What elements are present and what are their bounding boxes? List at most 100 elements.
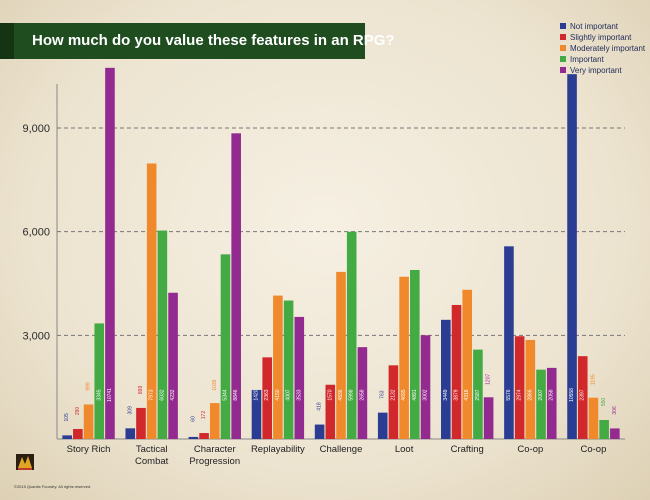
bar [410, 269, 420, 439]
data-label: 763 [380, 390, 386, 399]
data-label: 418 [317, 402, 323, 411]
data-label: 2397 [580, 389, 586, 400]
bar [294, 316, 305, 439]
publisher-logo-icon [16, 454, 34, 470]
bar [83, 404, 94, 439]
x-tick-label: Co-op [517, 444, 543, 455]
x-tick-label: Challenge [320, 444, 363, 455]
legend-swatch-slightly-important [560, 34, 566, 40]
data-label: 1039 [212, 379, 218, 390]
legend-label: Important [570, 55, 604, 64]
data-label: 5998 [349, 389, 355, 400]
bar [94, 323, 105, 439]
bar [105, 67, 115, 439]
data-label: 10741 [107, 388, 113, 402]
data-label: 550 [601, 398, 607, 407]
x-tick-label: Story Rich [67, 444, 111, 455]
bar [451, 304, 462, 439]
data-label: 4007 [286, 389, 292, 400]
data-label: 1207 [486, 374, 492, 385]
data-label: 2587 [475, 389, 481, 400]
legend-swatch-moderately-important [560, 45, 566, 51]
bar [283, 300, 294, 439]
data-label: 290 [75, 407, 81, 416]
legend-swatch-very-important [560, 67, 566, 73]
data-label: 6032 [159, 389, 165, 400]
bar [346, 231, 357, 439]
bar [536, 369, 546, 439]
bar [273, 295, 283, 439]
data-label: 306 [612, 406, 618, 415]
y-tick-label: 3,000 [22, 330, 50, 342]
bar [588, 397, 599, 439]
bar [157, 230, 168, 439]
bar [220, 254, 231, 439]
bar [388, 365, 399, 439]
data-label: 3533 [296, 389, 302, 400]
bar [136, 407, 146, 439]
bar [420, 335, 431, 439]
bar [599, 419, 609, 439]
chart-title: How much do you value these features in … [32, 32, 395, 49]
x-tick-label: Co-op [581, 444, 607, 455]
legend-label: Very important [570, 66, 622, 75]
bar [610, 428, 620, 439]
bar [146, 163, 157, 439]
data-label: 4891 [412, 389, 418, 400]
data-label: 4695 [401, 389, 407, 400]
bar [209, 403, 220, 439]
x-tick-label: Crafting [451, 444, 484, 455]
data-label: 5576 [506, 389, 512, 400]
data-label: 3879 [454, 389, 460, 400]
bar [168, 292, 178, 439]
data-label: 60 [190, 416, 196, 422]
data-label: 105 [64, 413, 70, 422]
data-label: 2007 [538, 389, 544, 400]
bar [546, 367, 557, 439]
x-tick-label: Replayability [251, 444, 305, 455]
x-tick-label: Character [194, 444, 236, 455]
data-label: 1420 [253, 389, 259, 400]
data-label: 2363 [264, 389, 270, 400]
data-label: 2866 [527, 389, 533, 400]
data-label: 309 [127, 406, 133, 415]
legend-label: Moderately important [570, 44, 646, 53]
bar [62, 435, 72, 439]
data-label: 899 [138, 386, 144, 395]
data-label: 5344 [222, 389, 228, 400]
y-tick-label: 6,000 [22, 227, 50, 239]
title-banner: How much do you value these features in … [0, 23, 395, 59]
x-tick-label: Tactical [136, 444, 168, 455]
legend-swatch-not-important [560, 23, 566, 29]
bar [73, 428, 83, 439]
data-label: 2658 [359, 389, 365, 400]
data-label: 4836 [338, 389, 344, 400]
legend-swatch-important [560, 56, 566, 62]
data-label: 3002 [423, 389, 429, 400]
data-label: 3449 [443, 389, 449, 400]
data-label: 2058 [549, 389, 555, 400]
data-label: 3345 [96, 389, 102, 400]
x-tick-label: Progression [189, 456, 240, 467]
title-banner-accent [0, 23, 14, 59]
data-label: 2974 [517, 389, 523, 400]
bar [525, 339, 536, 439]
bar [357, 347, 368, 439]
copyright-text: ©2015 Quantic Foundry. All rights reserv… [14, 484, 92, 489]
bar [441, 319, 451, 439]
x-tick-label: Combat [135, 456, 169, 467]
bar [262, 357, 272, 439]
data-label: 7973 [149, 389, 155, 400]
bar [473, 349, 483, 439]
bar [314, 424, 325, 439]
data-label: 4318 [464, 389, 470, 400]
y-tick-label: 9,000 [22, 123, 50, 135]
bar [514, 336, 525, 439]
x-tick-label: Loot [395, 444, 414, 455]
data-label: 1570 [327, 389, 333, 400]
data-label: 2132 [390, 389, 396, 400]
bar [336, 271, 346, 439]
bar [399, 276, 409, 439]
legend-label: Slightly important [570, 33, 632, 42]
